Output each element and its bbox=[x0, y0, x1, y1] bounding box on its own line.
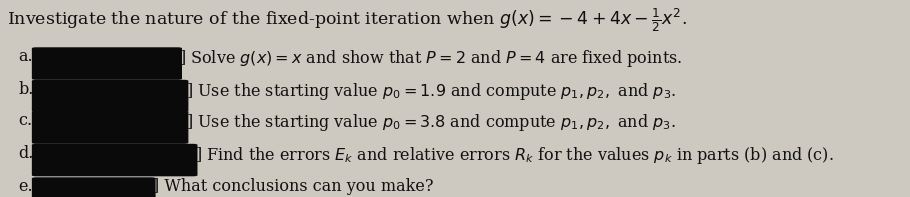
Text: ] Find the errors $E_k$ and relative errors $R_k$ for the values $p_k$ in parts : ] Find the errors $E_k$ and relative err… bbox=[195, 145, 834, 166]
FancyBboxPatch shape bbox=[32, 177, 156, 197]
Text: ] Solve $g(x) = x$ and show that $P = 2$ and $P = 4$ are fixed points.: ] Solve $g(x) = x$ and show that $P = 2$… bbox=[179, 48, 682, 69]
Text: c.: c. bbox=[18, 112, 33, 129]
Text: ] Use the starting value $p_0 = 1.9$ and compute $p_1, p_2,$ and $p_3$.: ] Use the starting value $p_0 = 1.9$ and… bbox=[186, 81, 676, 102]
Text: e.: e. bbox=[18, 178, 33, 195]
Text: ] Use the starting value $p_0 = 3.8$ and compute $p_1, p_2,$ and $p_3$.: ] Use the starting value $p_0 = 3.8$ and… bbox=[186, 112, 675, 133]
FancyBboxPatch shape bbox=[32, 111, 188, 144]
Text: a.: a. bbox=[18, 48, 33, 65]
FancyBboxPatch shape bbox=[32, 144, 197, 176]
FancyBboxPatch shape bbox=[32, 80, 188, 112]
Text: ] What conclusions can you make?: ] What conclusions can you make? bbox=[153, 178, 433, 195]
Text: Investigate the nature of the fixed-point iteration when $g(x) = -4 + 4x - \frac: Investigate the nature of the fixed-poin… bbox=[7, 6, 687, 33]
FancyBboxPatch shape bbox=[32, 47, 182, 80]
Text: d.: d. bbox=[18, 145, 34, 162]
Text: b.: b. bbox=[18, 81, 34, 98]
